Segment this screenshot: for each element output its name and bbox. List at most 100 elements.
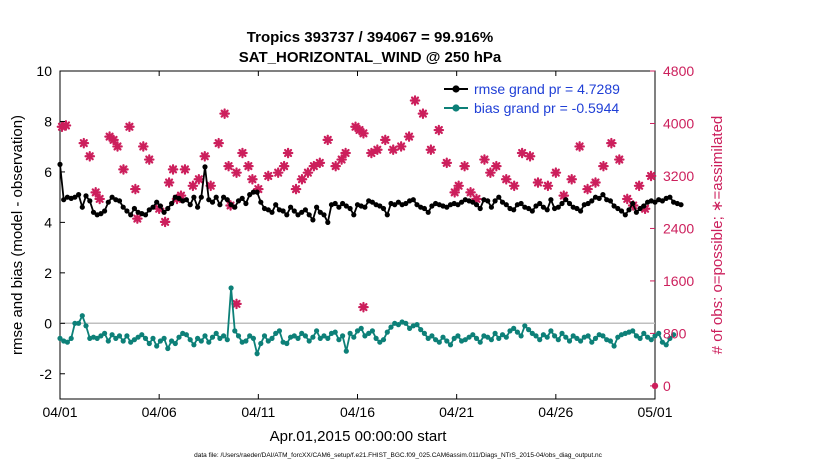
x-tick-label: 04/21 <box>439 404 474 420</box>
rmse-point <box>90 209 97 215</box>
rmse-point <box>321 212 327 218</box>
bias-point <box>224 337 230 343</box>
rmse-point <box>537 200 543 207</box>
bias-point <box>488 337 494 343</box>
rmse-point <box>555 204 561 210</box>
bias-point <box>150 335 156 341</box>
rmse-point <box>250 189 256 195</box>
rmse-point <box>232 204 238 210</box>
rmse-point <box>72 194 78 200</box>
rmse-point <box>637 205 643 212</box>
rmse-point <box>678 202 684 208</box>
rmse-point <box>414 202 420 208</box>
obs-assimilated-marker <box>108 134 119 146</box>
obs-assimilated-marker <box>282 147 294 159</box>
bias-point <box>317 335 323 341</box>
legend-bias-marker <box>452 104 460 112</box>
bias-point <box>291 333 297 339</box>
bias-point <box>466 334 472 340</box>
obs-assimilated-marker <box>358 301 369 313</box>
bias-point <box>384 329 390 335</box>
obs-assimilated-marker <box>379 134 391 146</box>
bias-point <box>455 333 461 339</box>
rmse-point <box>611 203 617 209</box>
bias-point <box>548 328 554 334</box>
obs-assimilated-marker <box>606 137 617 149</box>
obs-assimilated-marker <box>340 147 351 159</box>
obs-assimilated-marker <box>193 173 205 185</box>
rmse-point <box>120 204 126 210</box>
legend: rmse grand pr = 4.7289 bias grand pr = -… <box>440 77 651 119</box>
obs-assimilated-marker <box>138 141 149 152</box>
bias-point <box>113 335 119 341</box>
obs-assimilated-marker <box>433 124 445 136</box>
y-right-axis-ticks: 0 800 1600 2400 3200 4000 4800 <box>650 63 694 394</box>
rmse-point <box>206 197 212 203</box>
bias-point <box>120 338 126 344</box>
obs-assimilated-marker <box>479 154 490 165</box>
bias-point <box>369 328 375 334</box>
rmse-point <box>265 207 271 213</box>
bias-point <box>429 333 435 339</box>
bias-point <box>511 325 517 331</box>
bias-point <box>358 325 364 331</box>
rmse-point <box>585 200 591 207</box>
y-right-tick-label: 3200 <box>663 168 694 184</box>
bias-point <box>663 342 669 348</box>
rmse-point <box>299 209 305 215</box>
rmse-point <box>243 200 249 207</box>
bias-point <box>451 335 457 341</box>
obs-assimilated-marker <box>485 167 496 178</box>
rmse-point <box>105 199 111 205</box>
legend-box <box>440 77 651 119</box>
rmse-point <box>485 198 491 204</box>
obs-assimilated-marker <box>336 154 347 165</box>
rmse-point <box>444 204 450 210</box>
obs-assimilated-marker <box>219 108 230 119</box>
rmse-point <box>209 199 216 205</box>
rmse-point <box>622 212 628 218</box>
bias-point <box>284 340 290 347</box>
bias-point <box>340 333 346 339</box>
bias-point <box>165 345 171 352</box>
bias-point <box>206 339 212 345</box>
bias-point <box>310 334 316 340</box>
x-tick-label: 04/11 <box>241 404 275 420</box>
y-left-axis-ticks: -2 0 2 4 6 8 10 <box>36 63 65 382</box>
obs-assimilated-marker <box>60 120 72 131</box>
obs-assimilated-marker <box>403 131 415 142</box>
chart-title-line-2: SAT_HORIZONTAL_WIND @ 250 hPa <box>239 49 502 66</box>
bias-point <box>570 333 576 339</box>
y-left-axis-label: rmse and bias (model - observation) <box>9 115 26 355</box>
bias-point <box>656 330 662 336</box>
obs-assimilated-marker <box>459 160 470 172</box>
bias-point <box>600 333 606 339</box>
bias-point <box>154 343 160 349</box>
rmse-point <box>217 202 223 208</box>
x-axis-ticks: 04/01 04/06 04/11 04/16 04/21 04/26 05/01 <box>42 71 673 420</box>
obs-assimilated-marker <box>441 157 453 169</box>
rmse-point <box>87 198 93 204</box>
rmse-point <box>347 205 353 212</box>
y-right-tick-label: 800 <box>663 325 687 341</box>
obs-assimilated-marker <box>453 180 464 192</box>
y-right-axis-label: # of obs: o=possible; ∗=assimilated <box>709 116 726 355</box>
obs-assimilated-marker <box>94 193 105 205</box>
bias-point <box>198 338 204 344</box>
bias-point <box>299 330 305 336</box>
bias-point <box>421 330 427 336</box>
rmse-point <box>351 212 357 218</box>
rmse-point <box>607 198 614 204</box>
bias-point <box>592 335 599 341</box>
bias-point <box>306 338 312 344</box>
bias-point <box>630 328 636 334</box>
bias-point <box>354 328 361 334</box>
bias-point <box>537 337 543 343</box>
obs-assimilated-marker <box>296 173 308 185</box>
bias-point <box>314 328 320 334</box>
obs-assimilated-marker <box>621 193 633 205</box>
rmse-point <box>392 202 398 208</box>
bias-point <box>321 333 327 339</box>
bias-point <box>552 333 558 339</box>
rmse-point <box>615 205 621 212</box>
